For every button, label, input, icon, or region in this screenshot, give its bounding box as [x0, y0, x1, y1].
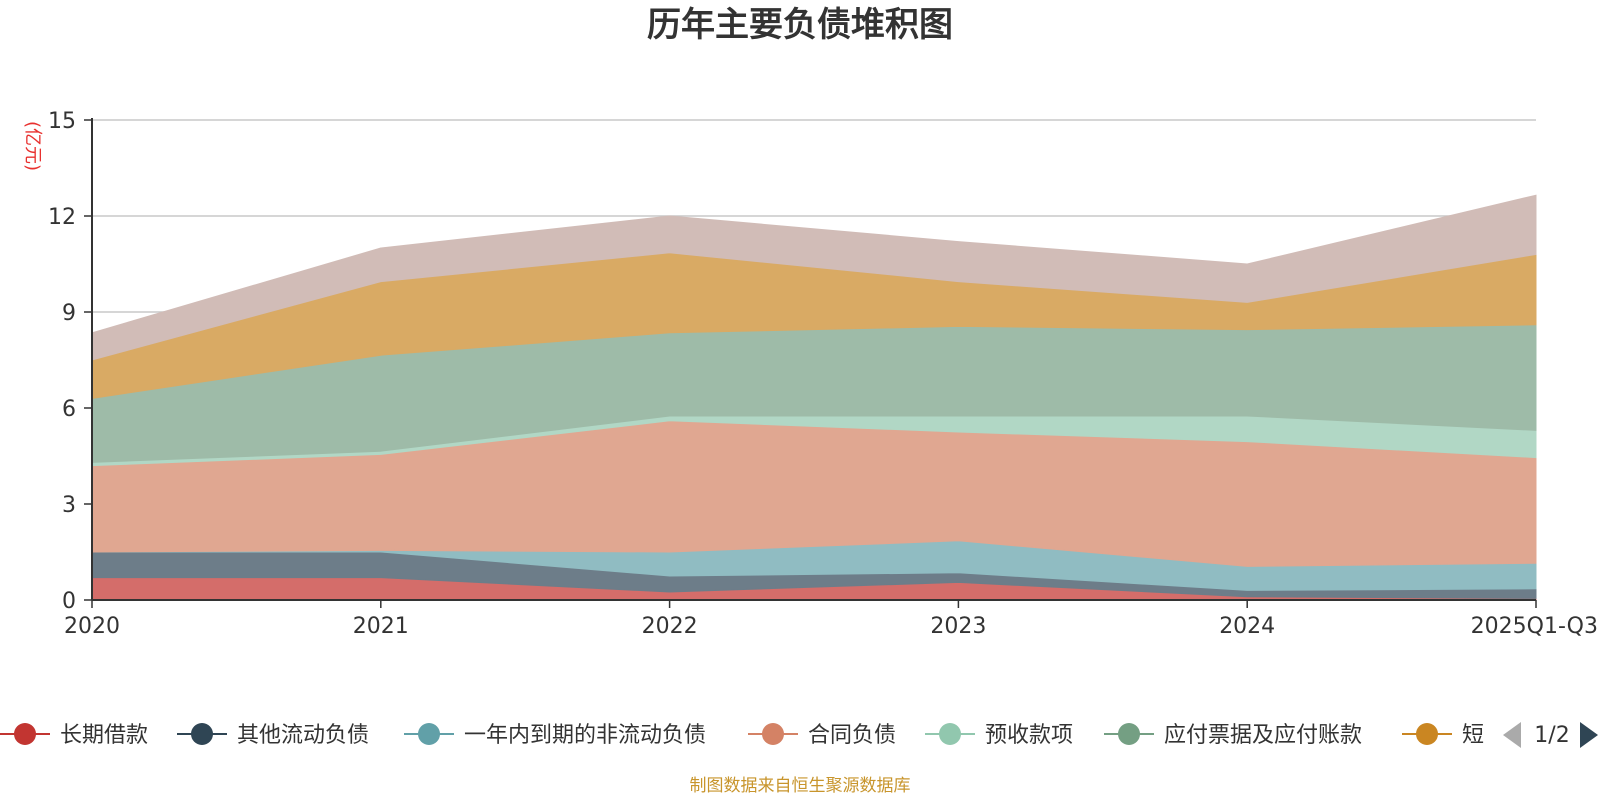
legend-item-合同负债[interactable]: 合同负债	[748, 723, 896, 748]
y-tick-label: 15	[48, 109, 76, 134]
legend-marker	[14, 723, 36, 745]
y-tick-label: 0	[62, 589, 76, 614]
chart-title: 历年主要负债堆积图	[647, 5, 953, 45]
legend-marker	[1416, 723, 1438, 745]
legend[interactable]: 长期借款 其他流动负债 一年内到期的非流动负债 合同负债 预收款项 应付票据及应付账款 短 1…	[0, 722, 1598, 748]
source-note: 制图数据来自恒生聚源数据库	[690, 776, 911, 796]
axes: 0 3 6 9 12 15 2020 2021 2022 2023 2024 2025Q1-Q3	[48, 109, 1598, 639]
legend-next-icon[interactable]	[1580, 722, 1598, 748]
y-tick-label: 3	[62, 493, 76, 518]
legend-label: 预收款项	[985, 723, 1073, 748]
legend-item-长期借款[interactable]: 长期借款	[0, 723, 148, 748]
legend-marker	[1118, 723, 1140, 745]
legend-label: 合同负债	[808, 723, 896, 748]
legend-item-应付票据及应付账款[interactable]: 应付票据及应付账款	[1104, 723, 1362, 748]
legend-item-短期借款[interactable]: 短	[1402, 723, 1484, 748]
x-tick-label: 2024	[1219, 614, 1275, 639]
legend-marker	[191, 723, 213, 745]
y-tick-label: 12	[48, 205, 76, 230]
y-tick-label: 9	[62, 301, 76, 326]
legend-item-其他流动负债[interactable]: 其他流动负债	[177, 723, 369, 748]
x-tick-label: 2021	[353, 614, 409, 639]
y-tick-label: 6	[62, 397, 76, 422]
legend-label: 其他流动负债	[237, 723, 369, 748]
legend-marker	[762, 723, 784, 745]
legend-item-一年内到期的非流动负债[interactable]: 一年内到期的非流动负债	[404, 723, 706, 748]
legend-label: 短	[1462, 723, 1484, 748]
x-tick-label: 2022	[642, 614, 698, 639]
x-tick-label: 2023	[930, 614, 986, 639]
x-tick-label: 2020	[64, 614, 120, 639]
y-axis-label: (亿元)	[22, 121, 43, 171]
legend-label: 长期借款	[60, 723, 148, 748]
legend-item-预收款项[interactable]: 预收款项	[925, 723, 1073, 748]
area-series	[91, 194, 1537, 601]
area-其他	[91, 194, 1537, 361]
x-tick-label: 2025Q1-Q3	[1471, 614, 1598, 639]
legend-marker	[418, 723, 440, 745]
legend-marker	[939, 723, 961, 745]
legend-page-indicator: 1/2	[1534, 723, 1569, 748]
legend-label: 一年内到期的非流动负债	[464, 723, 706, 748]
legend-prev-icon[interactable]	[1503, 722, 1521, 748]
legend-label: 应付票据及应付账款	[1164, 723, 1362, 748]
